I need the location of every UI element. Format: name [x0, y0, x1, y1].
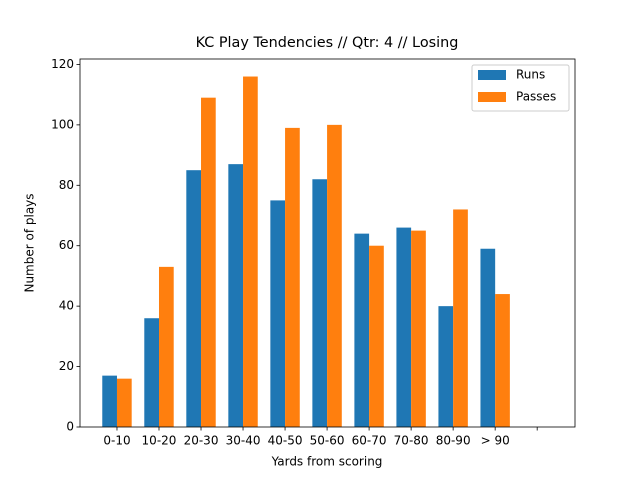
- y-tick-label: 80: [59, 178, 74, 192]
- y-tick-label: 20: [59, 359, 74, 373]
- x-tick-label: 50-60: [310, 434, 345, 448]
- plot-frame: [79, 58, 576, 428]
- bar: [480, 248, 496, 427]
- legend-swatch: [478, 92, 506, 102]
- x-axis-label: Yards from scoring: [271, 455, 383, 469]
- bar: [411, 230, 426, 427]
- bar: [270, 200, 286, 427]
- bar: [158, 266, 174, 427]
- legend-swatch: [478, 70, 506, 80]
- bar: [228, 164, 244, 427]
- x-tick-label: 40-50: [268, 434, 303, 448]
- legend-label: Runs: [516, 68, 545, 82]
- x-tick-label: 30-40: [226, 434, 261, 448]
- bar: [243, 76, 258, 428]
- x-tick-label: 0-10: [103, 434, 130, 448]
- bar: [116, 378, 132, 427]
- y-tick-label: 120: [51, 57, 74, 71]
- x-tick-label: 80-90: [436, 434, 471, 448]
- bar: [186, 170, 202, 427]
- bar: [144, 318, 159, 427]
- bar: [102, 375, 117, 427]
- y-tick-label: 60: [59, 238, 74, 252]
- bar: [312, 179, 328, 427]
- y-tick-label: 100: [51, 117, 74, 131]
- bar: [285, 127, 300, 428]
- bar: [369, 245, 384, 427]
- chart-title: KC Play Tendencies // Qtr: 4 // Losing: [196, 35, 459, 51]
- bar: [354, 233, 370, 427]
- y-tick-label: 0: [66, 420, 74, 434]
- y-tick-label: 40: [59, 299, 74, 313]
- x-tick-label: 10-20: [142, 434, 177, 448]
- x-tick-label: 60-70: [352, 434, 387, 448]
- bar: [495, 294, 510, 427]
- legend-label: Passes: [516, 90, 556, 104]
- y-axis-label: Number of plays: [23, 193, 37, 292]
- bar: [453, 209, 468, 427]
- bar: [438, 306, 454, 427]
- bar: [327, 124, 342, 427]
- x-tick-label: > 90: [481, 434, 510, 448]
- bar: [396, 227, 412, 427]
- x-tick-label: 70-80: [394, 434, 429, 448]
- x-tick-label: 20-30: [184, 434, 219, 448]
- bar: [201, 97, 216, 428]
